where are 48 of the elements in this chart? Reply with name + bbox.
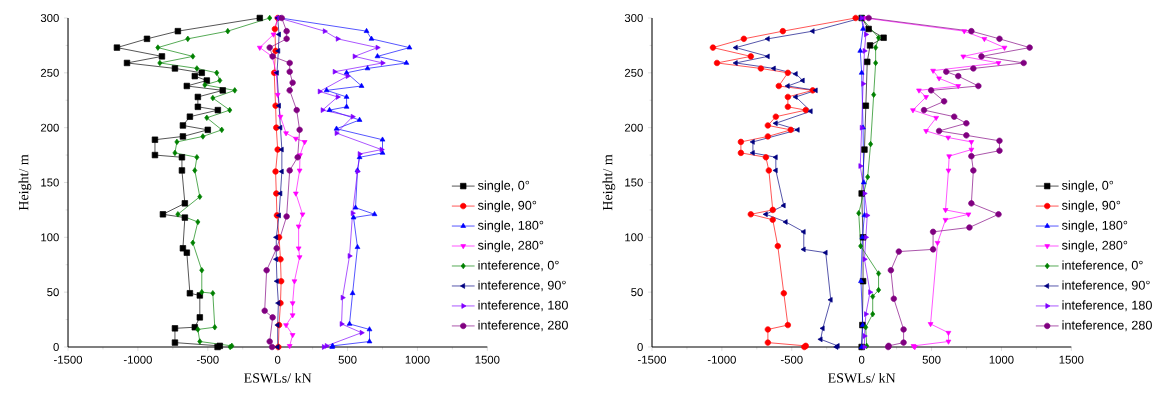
y-tick-label: 0: [637, 342, 643, 351]
y-tick-label: 300: [624, 13, 643, 22]
y-tick-label: 200: [624, 123, 643, 132]
x-tick-label: 1000: [989, 355, 1014, 364]
y-tick-label: 150: [41, 178, 59, 187]
y-tick-label: 300: [40, 13, 59, 22]
legend-label: inteference, 0°: [478, 260, 559, 272]
x-axis-title: ESWLs/ kN: [244, 372, 312, 383]
x-tick-label: 1000: [405, 355, 430, 364]
legend-label: single, 0°: [477, 180, 530, 193]
x-tick-label: 1500: [475, 355, 500, 364]
y-tick-label: 0: [53, 342, 59, 351]
legend-label: single, 0°: [1061, 180, 1114, 193]
y-tick-label: 100: [625, 233, 643, 242]
x-tick-label: -1500: [638, 355, 667, 364]
x-tick-label: 0: [274, 355, 281, 364]
legend-label: inteference, 90°: [1062, 280, 1150, 292]
legend-label: inteference, 280: [1062, 320, 1152, 332]
x-tick-label: -500: [780, 355, 803, 364]
legend-label: single, 280°: [1061, 240, 1128, 253]
x-tick-label: 500: [338, 355, 357, 364]
legend-label: single, 280°: [477, 240, 544, 253]
x-tick-label: 0: [858, 355, 865, 364]
legend-label: single, 90°: [477, 200, 537, 213]
x-axis-title: ESWLs/ kN: [828, 372, 896, 383]
legend-label: inteference, 180: [1062, 300, 1152, 312]
legend-label: single, 90°: [1061, 200, 1121, 213]
y-tick-label: 200: [40, 123, 59, 132]
legend-label: inteference, 280: [478, 320, 568, 332]
y-tick-label: 250: [40, 68, 59, 77]
x-tick-label: -1500: [54, 355, 83, 364]
x-tick-label: -500: [196, 355, 219, 364]
x-tick-label: -1000: [707, 355, 736, 364]
x-tick-label: 500: [922, 355, 941, 364]
legend-label: inteference, 0°: [1062, 260, 1143, 272]
y-tick-label: 100: [41, 233, 59, 242]
y-tick-label: 150: [625, 178, 643, 187]
y-tick-label: 50: [47, 288, 59, 297]
legend-label: inteference, 180: [478, 300, 568, 312]
x-tick-label: 1500: [1059, 355, 1084, 364]
legend-label: single, 180°: [477, 220, 544, 233]
legend-label: single, 180°: [1061, 220, 1128, 233]
y-tick-label: 50: [631, 288, 643, 297]
y-axis-title: Height/ m: [18, 154, 32, 211]
x-tick-label: -1000: [123, 355, 152, 364]
y-axis-title: Height/ m: [602, 154, 616, 211]
y-tick-label: 250: [624, 68, 643, 77]
legend-label: inteference, 90°: [478, 280, 566, 292]
